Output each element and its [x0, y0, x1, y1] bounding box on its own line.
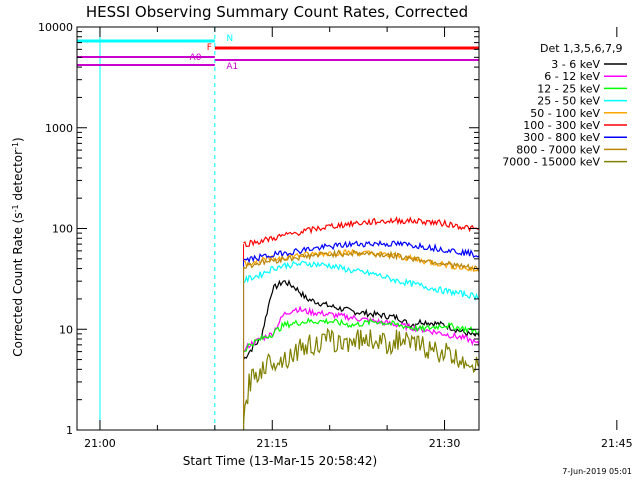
legend-label-2: 12 - 25 keV [537, 82, 600, 95]
annotation-n: N [226, 34, 233, 44]
series-line-0 [242, 279, 479, 360]
series-line-1 [243, 305, 479, 353]
legend-label-5: 100 - 300 keV [523, 119, 600, 132]
legend-label-1: 6 - 12 keV [544, 70, 600, 83]
y-tick-label: 1 [66, 424, 73, 437]
series-line-6 [243, 239, 479, 264]
series-line-4 [243, 248, 479, 274]
x-tick-label: 21:30 [429, 437, 461, 450]
y-tick-label: 10 [59, 323, 73, 336]
series-line-7 [243, 249, 479, 272]
series-line-8 [242, 327, 479, 424]
chart-title: HESSI Observing Summary Count Rates, Cor… [86, 3, 468, 21]
series-line-5 [243, 216, 479, 248]
legend-label-4: 50 - 100 keV [530, 107, 600, 120]
footer-date: 7-Jun-2019 05:01 [562, 467, 632, 476]
legend-label-6: 300 - 800 keV [523, 131, 600, 144]
x-tick-label: 21:15 [256, 437, 288, 450]
legend-label-8: 7000 - 15000 keV [502, 156, 600, 169]
y-tick-label: 10000 [38, 21, 73, 34]
series-line-2 [243, 317, 479, 353]
x-tick-label: 21:00 [84, 437, 116, 450]
y-tick-label: 1000 [45, 122, 73, 135]
plot-area [77, 27, 479, 430]
annotation-f: F [207, 43, 212, 53]
x-tick-label: 21:45 [601, 437, 633, 450]
legend-label-7: 800 - 7000 keV [516, 143, 600, 156]
x-axis-label: Start Time (13-Mar-15 20:58:42) [183, 454, 377, 468]
y-axis-label: Corrected Count Rate (s-1 detector-1) [11, 137, 25, 356]
legend-title: Det 1,3,5,6,7,9 [540, 42, 623, 55]
annotation-a0: A0 [190, 53, 202, 63]
annotation-a1: A1 [226, 62, 238, 72]
legend-label-0: 3 - 6 keV [551, 58, 600, 71]
legend-label-3: 25 - 50 keV [537, 95, 600, 108]
series-line-3 [243, 260, 479, 301]
y-tick-label: 100 [52, 223, 73, 236]
